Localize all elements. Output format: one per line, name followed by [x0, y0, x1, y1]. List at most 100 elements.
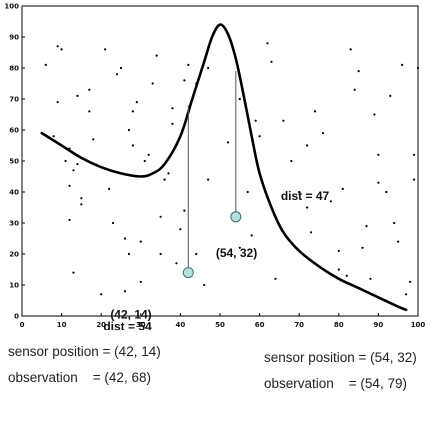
- distance-label: dist = 47: [281, 189, 330, 203]
- plot-frame: [21, 5, 419, 317]
- landmark-point: [80, 197, 83, 200]
- right-sensor-position-caption: sensor position = (54, 32): [264, 350, 417, 365]
- landmark-point: [108, 187, 111, 190]
- sensor-marker: [182, 267, 194, 279]
- left-sensor-position-caption: sensor position = (42, 14): [8, 344, 161, 359]
- landmark-point: [88, 110, 91, 113]
- landmark-point: [203, 283, 206, 287]
- landmark-point: [119, 66, 123, 70]
- axis-ticks: 0 10 20 30 40 50 60 70 80 90 100 0 10 20 30 40 50 60 70 80 9…: [4, 3, 425, 330]
- x-tick-label: 100: [411, 321, 426, 329]
- landmark-point: [246, 190, 249, 194]
- landmark-point: [195, 252, 198, 256]
- landmark-point: [385, 190, 388, 194]
- landmark-point: [401, 63, 404, 66]
- landmark-point: [187, 63, 190, 66]
- landmark-point: [337, 249, 340, 252]
- landmark-point: [282, 119, 285, 122]
- landmark-point: [131, 144, 134, 147]
- landmark-point: [68, 218, 71, 221]
- landmark-point: [64, 159, 67, 163]
- landmark-point: [56, 45, 59, 48]
- distance-label: dist = 54: [103, 320, 152, 330]
- landmark-point: [139, 240, 142, 243]
- landmark-point: [111, 221, 115, 225]
- y-tick-label: 70: [9, 96, 19, 104]
- x-tick-label: 50: [215, 321, 225, 329]
- landmark-point: [373, 113, 376, 116]
- landmark-point: [416, 66, 420, 70]
- landmark-point: [329, 200, 332, 203]
- landmark-point: [290, 159, 293, 163]
- landmark-point: [56, 101, 59, 104]
- landmark-point: [123, 237, 127, 240]
- landmark-point: [408, 280, 412, 283]
- landmark-point: [389, 94, 392, 97]
- landmark-point: [207, 178, 210, 181]
- landmark-point: [60, 48, 63, 51]
- landmark-point: [412, 153, 416, 156]
- landmark-point: [183, 209, 186, 212]
- landmark-point: [377, 153, 380, 156]
- y-tick-label: 100: [4, 3, 19, 11]
- landmark-point: [167, 172, 170, 175]
- landmark-point: [369, 277, 372, 280]
- landmark-point: [52, 135, 55, 138]
- landmark-point: [131, 110, 134, 113]
- landmark-point: [143, 159, 146, 163]
- landmark-point: [139, 280, 142, 283]
- landmark-point: [226, 141, 230, 144]
- y-tick-label: 40: [9, 189, 19, 197]
- y-tick-label: 90: [9, 34, 19, 42]
- landmark-point: [100, 293, 103, 296]
- landmark-point: [207, 66, 210, 70]
- landmark-point: [76, 94, 79, 97]
- landmark-point: [254, 119, 257, 122]
- landmark-point: [412, 178, 416, 181]
- x-tick-label: 40: [176, 321, 186, 329]
- landmark-point: [155, 54, 158, 57]
- landmark-point: [159, 252, 162, 256]
- landmark-point: [127, 128, 131, 132]
- landmark-point: [80, 203, 83, 206]
- landmark-point: [365, 225, 368, 228]
- landmark-point: [92, 138, 95, 141]
- landmark-point: [309, 231, 313, 234]
- landmark-point: [345, 274, 348, 277]
- landmark-point: [357, 70, 360, 73]
- landmark-point: [306, 144, 309, 147]
- x-tick-label: 60: [255, 321, 265, 329]
- landmark-point: [298, 190, 301, 194]
- chart: 0 10 20 30 40 50 60 70 80 90 100 0 10 20 30 40 50 60 70 80 9…: [4, 3, 425, 331]
- landmark-point: [171, 107, 174, 110]
- x-tick-label: 90: [374, 321, 384, 329]
- landmark-point: [238, 246, 241, 249]
- landmark-point: [238, 97, 241, 101]
- landmark-point: [171, 122, 174, 125]
- landmark-point: [123, 290, 127, 293]
- landmark-point: [361, 246, 364, 249]
- y-tick-label: 50: [9, 158, 19, 166]
- landmark-point: [179, 228, 182, 231]
- y-tick-label: 30: [9, 220, 19, 228]
- landmark-point: [151, 82, 154, 85]
- x-tick-label: 30: [136, 321, 146, 329]
- landmark-point: [337, 268, 340, 271]
- landmark-point: [341, 187, 344, 190]
- landmark-point: [250, 234, 253, 237]
- landmark-point: [306, 206, 309, 209]
- landmark-point: [321, 132, 325, 135]
- sensor-marker: [230, 211, 242, 223]
- landmark-point: [270, 60, 273, 63]
- landmark-point: [127, 252, 131, 256]
- y-tick-label: 20: [9, 251, 19, 259]
- landmark-point: [44, 63, 47, 66]
- landmark-point: [76, 163, 79, 166]
- y-tick-label: 60: [9, 127, 19, 135]
- landmark-point: [147, 153, 150, 156]
- landmark-point: [397, 240, 400, 243]
- landmark-point: [183, 79, 186, 82]
- landmark-point: [377, 181, 380, 184]
- landmark-point: [353, 88, 356, 91]
- landmark-point: [159, 215, 162, 218]
